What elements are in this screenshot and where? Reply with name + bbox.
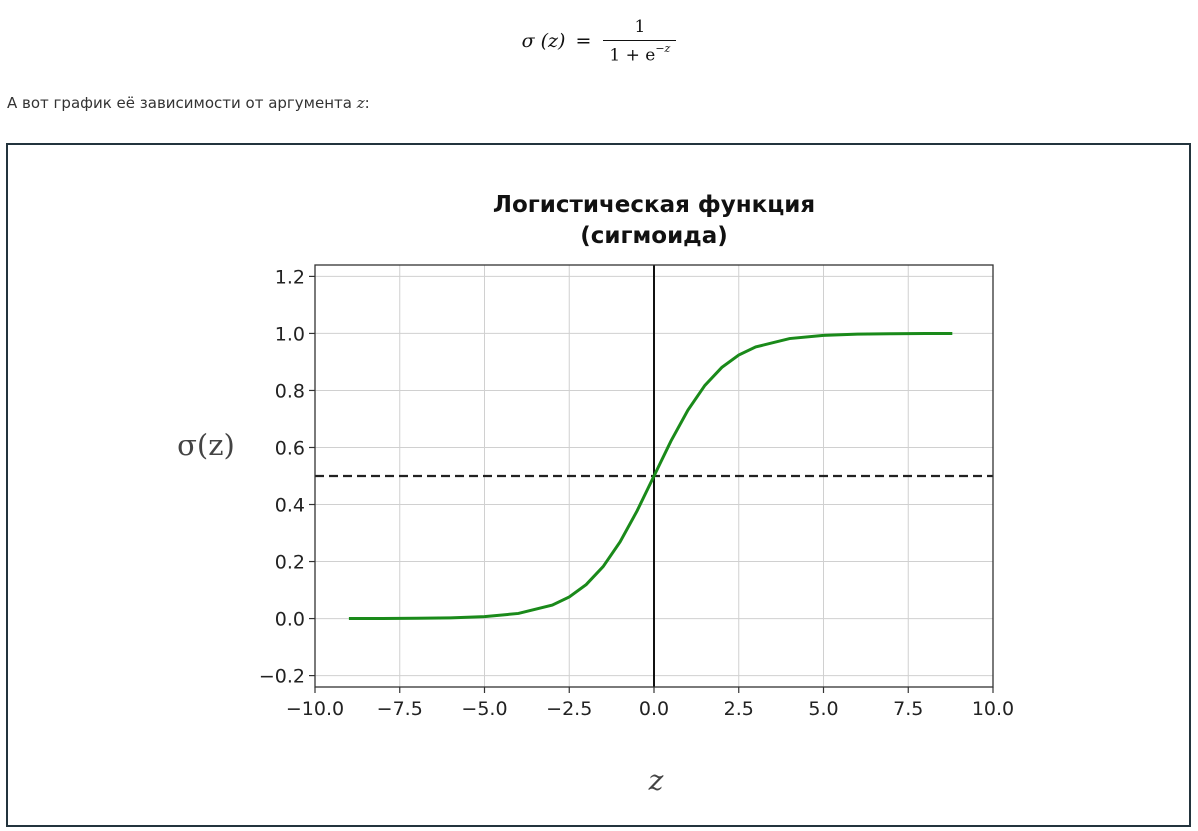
y-tick-label: 0.2 [275,552,305,574]
formula-equals: = [575,30,592,52]
x-tick-label: 0.0 [639,698,669,720]
x-tick-label: −2.5 [546,698,592,720]
chart-title-line: (сигмоида) [580,223,728,249]
sigmoid-curve [348,331,953,621]
y-tick-label: 1.0 [275,323,305,345]
x-tick-label: 10.0 [972,698,1014,720]
figure-frame: −10.0 −7.5 −5.0 −2.5 0.0 2.5 5.0 7.5 10.0 −0.2 0.0… [6,143,1191,827]
x-tick-label: 5.0 [808,698,838,720]
x-tick-label: 2.5 [724,698,754,720]
series-layer [348,331,953,621]
chart-title-line: Логистическая функция [493,192,815,218]
x-axis-label: z [648,764,664,797]
formula-denominator-base: 1 + e [609,45,656,66]
x-tick-label: −7.5 [377,698,423,720]
intro-variable: z [356,94,365,112]
y-tick-label: 0.8 [275,380,305,402]
y-tick-label: 0.6 [275,437,305,459]
sigmoid-formula: σ (z) = 1 1 + e−z [0,8,1198,74]
formula-denominator: 1 + e−z [603,39,677,66]
x-tick-label: −5.0 [461,698,507,720]
formula-lhs: σ (z) [521,30,566,52]
labels-layer: −10.0 −7.5 −5.0 −2.5 0.0 2.5 5.0 7.5 10.0 −0.2 0.0… [177,192,1014,797]
intro-suffix: : [364,94,370,112]
formula-exponent: −z [655,41,671,55]
y-tick-label: 0.0 [275,609,305,631]
y-axis-label: σ(z) [177,428,235,462]
formula-numerator: 1 [634,16,646,37]
intro-paragraph: А вот график её зависимости от аргумента… [7,94,370,112]
x-tick-label: 7.5 [893,698,923,720]
y-tick-label: 1.2 [275,266,305,288]
y-tick-label: −0.2 [259,666,305,688]
formula-fraction: 1 1 + e−z [603,16,677,66]
sigmoid-chart: −10.0 −7.5 −5.0 −2.5 0.0 2.5 5.0 7.5 10.0 −0.2 0.0… [177,192,1014,797]
axes-layer [309,264,994,693]
x-tick-label: −10.0 [286,698,344,720]
intro-text: А вот график её зависимости от аргумента [7,94,357,112]
y-tick-label: 0.4 [275,495,305,517]
